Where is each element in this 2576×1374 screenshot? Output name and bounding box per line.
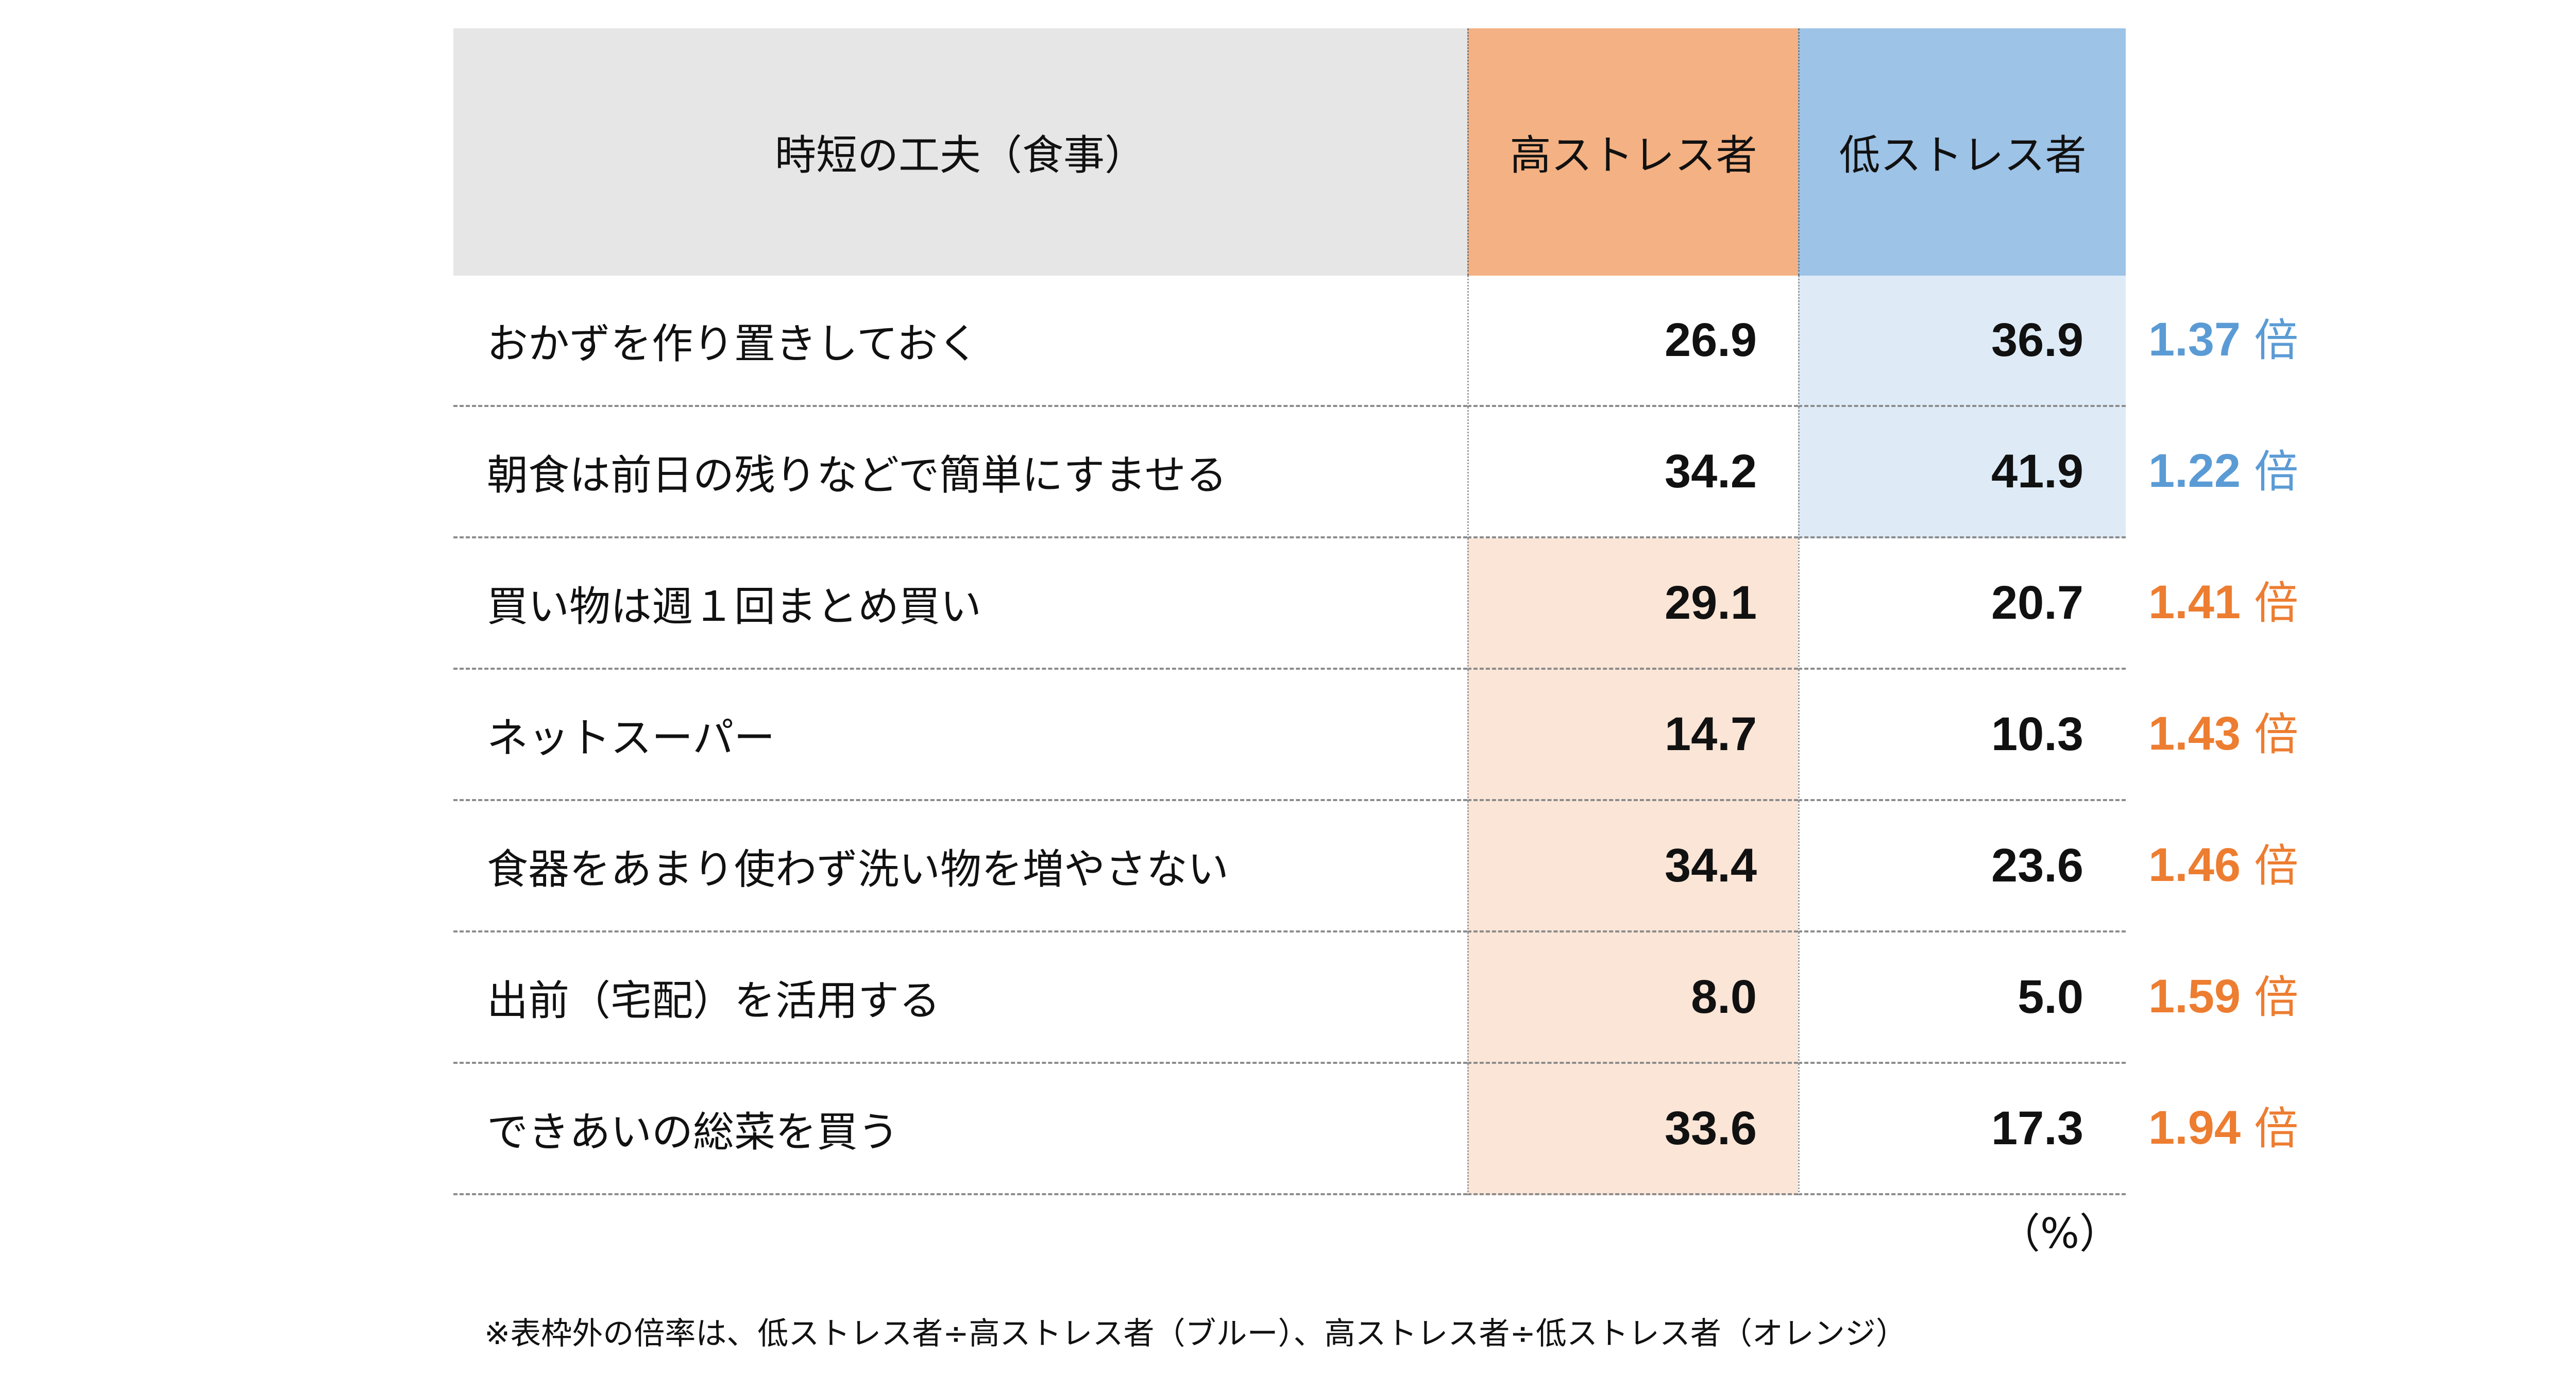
low-stress-value: 36.9 — [1798, 276, 2126, 407]
ratio-value: 1.46 — [2148, 839, 2241, 891]
high-stress-value: 29.1 — [1467, 538, 1798, 670]
row-label: できあいの総菜を買う — [453, 1064, 1467, 1195]
ratio-value: 1.94 — [2148, 1101, 2241, 1154]
low-stress-value: 23.6 — [1798, 801, 2126, 932]
row-label: 食器をあまり使わず洗い物を増やさない — [453, 801, 1467, 932]
unit-label: （%） — [1999, 1210, 2121, 1258]
ratio-row-6: 1.59 倍 — [2148, 961, 2344, 1025]
ratio-value: 1.59 — [2148, 970, 2241, 1023]
header-label: 時短の工夫（食事） — [453, 28, 1467, 276]
ratio-value: 1.43 — [2148, 707, 2241, 760]
ratio-suffix: 倍 — [2254, 315, 2299, 366]
ratio-row-4: 1.43 倍 — [2148, 698, 2344, 762]
row-label: 買い物は週１回まとめ買い — [453, 538, 1467, 670]
row-label: おかずを作り置きしておく — [453, 276, 1467, 407]
ratio-row-3: 1.41 倍 — [2148, 567, 2344, 631]
ratio-row-7: 1.94 倍 — [2148, 1092, 2344, 1157]
row-label: 朝食は前日の残りなどで簡単にすませる — [453, 407, 1467, 538]
ratio-value: 1.37 — [2148, 313, 2241, 366]
high-stress-value: 8.0 — [1467, 932, 1798, 1064]
high-stress-value: 33.6 — [1467, 1064, 1798, 1195]
low-stress-value: 17.3 — [1798, 1064, 2126, 1195]
ratio-value: 1.22 — [2148, 445, 2241, 497]
high-stress-value: 34.4 — [1467, 801, 1798, 932]
low-stress-value: 20.7 — [1798, 538, 2126, 670]
low-stress-value: 5.0 — [1798, 932, 2126, 1064]
high-stress-value: 14.7 — [1467, 670, 1798, 801]
high-stress-value: 26.9 — [1467, 276, 1798, 407]
ratio-suffix: 倍 — [2254, 578, 2299, 629]
footnote: ※表枠外の倍率は、低ストレス者÷高ストレス者（ブルー）、高ストレス者÷低ストレス… — [484, 1316, 1907, 1352]
comparison-table: 時短の工夫（食事） 高ストレス者 低ストレス者 おかずを作り置きしておく 26.… — [453, 28, 2126, 1195]
high-stress-value: 34.2 — [1467, 407, 1798, 538]
ratio-suffix: 倍 — [2254, 1103, 2299, 1155]
header-high-stress: 高ストレス者 — [1467, 28, 1798, 276]
header-low-stress: 低ストレス者 — [1798, 28, 2126, 276]
ratio-row-1: 1.37 倍 — [2148, 304, 2344, 368]
ratio-row-2: 1.22 倍 — [2148, 435, 2344, 500]
row-label: 出前（宅配）を活用する — [453, 932, 1467, 1064]
ratio-row-5: 1.46 倍 — [2148, 829, 2344, 894]
ratio-suffix: 倍 — [2254, 446, 2299, 498]
ratio-suffix: 倍 — [2254, 709, 2299, 760]
ratio-suffix: 倍 — [2254, 840, 2299, 892]
low-stress-value: 10.3 — [1798, 670, 2126, 801]
ratio-value: 1.41 — [2148, 576, 2241, 629]
row-label: ネットスーパー — [453, 670, 1467, 801]
low-stress-value: 41.9 — [1798, 407, 2126, 538]
ratio-suffix: 倍 — [2254, 972, 2299, 1023]
